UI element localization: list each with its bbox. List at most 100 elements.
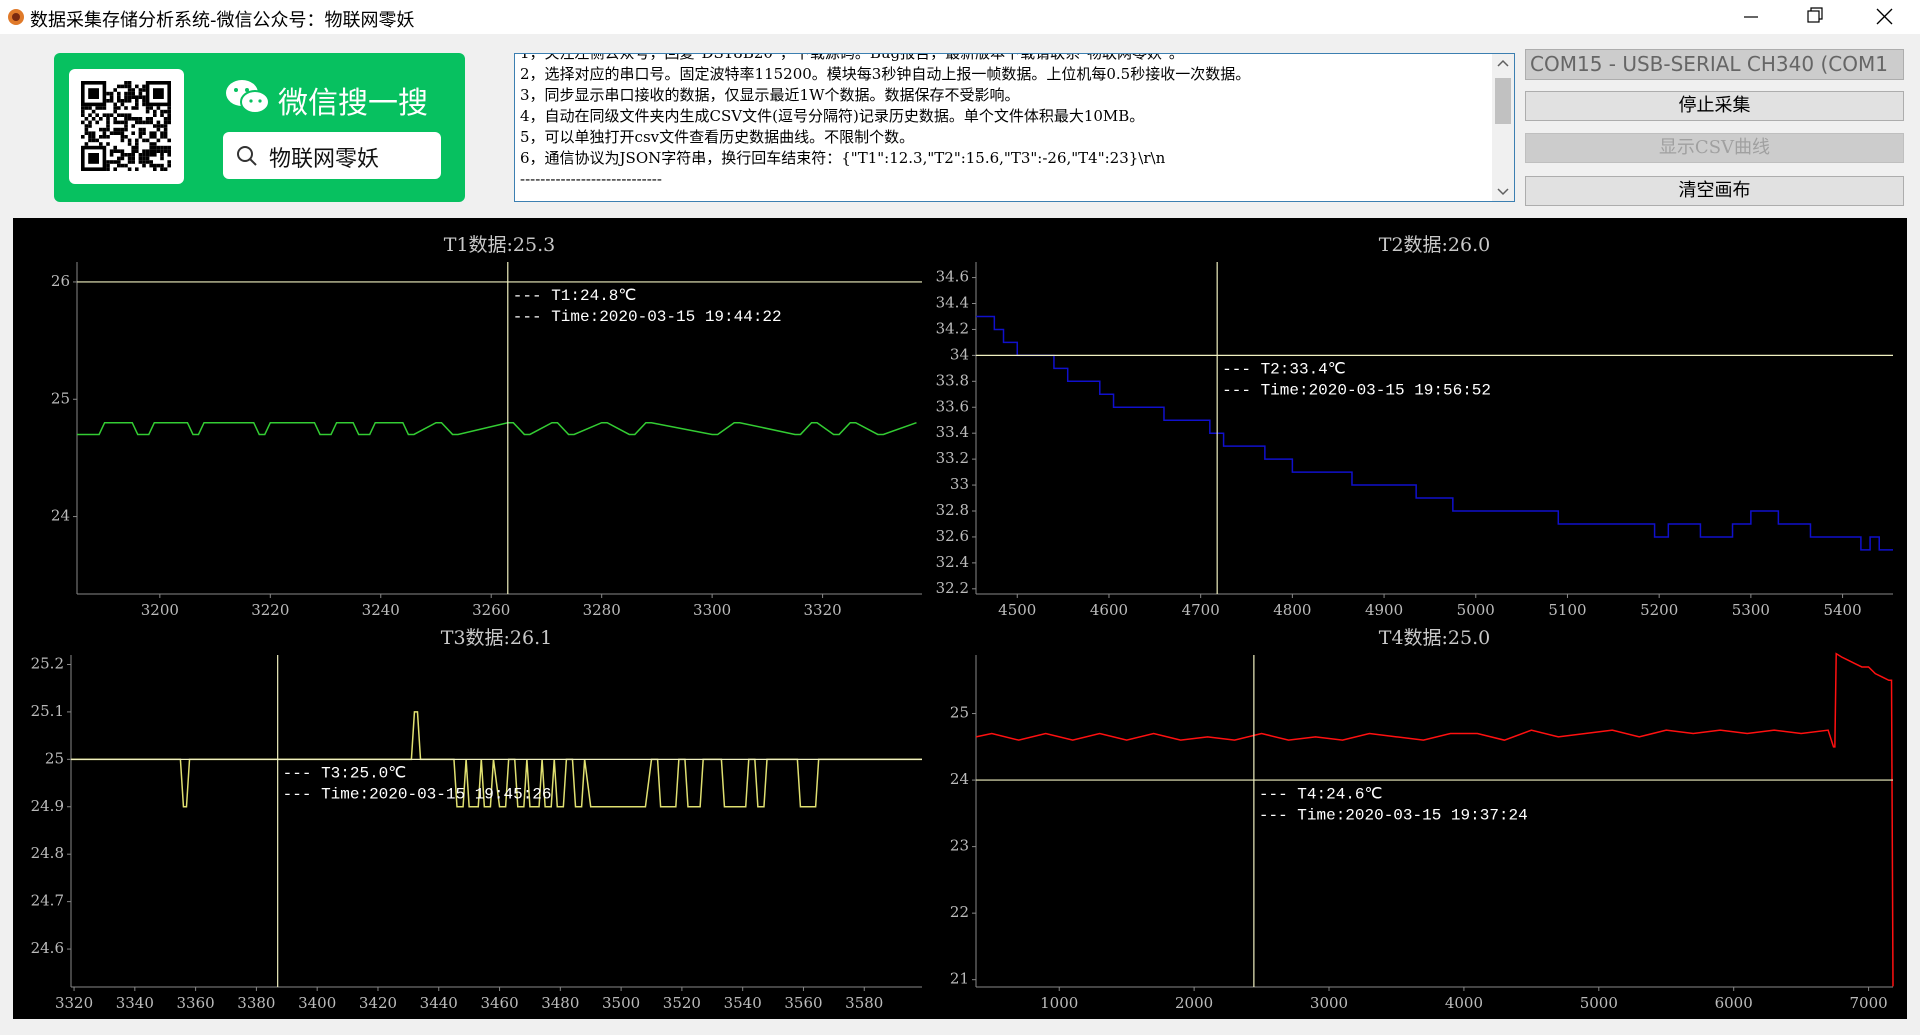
qr-module: [102, 131, 107, 135]
qr-module: [117, 113, 121, 117]
y-tick-label: 25.1: [31, 702, 64, 720]
qr-module: [88, 124, 92, 128]
qr-module: [160, 135, 164, 139]
qr-module: [81, 106, 85, 110]
qr-module: [124, 117, 128, 121]
qr-module: [95, 138, 99, 143]
qr-module: [88, 113, 92, 117]
port-select[interactable]: COM15 - USB-SERIAL CH340 (COM1: [1525, 49, 1904, 80]
qr-module: [167, 153, 171, 157]
qr-module: [124, 81, 128, 85]
y-tick-label: 32.6: [936, 527, 969, 545]
stop-button[interactable]: 停止采集: [1525, 91, 1904, 121]
window-controls: [1744, 7, 1893, 25]
y-tick-label: 34: [950, 345, 969, 363]
x-tick-label: 3460: [480, 994, 518, 1012]
qr-module: [84, 124, 89, 128]
log-line: 3，同步显示串口接收的数据，仅显示最近1W个数据。数据保存不受影响。: [520, 86, 1020, 104]
qr-module: [124, 120, 128, 125]
y-tick-label: 32.2: [936, 579, 969, 597]
qr-module: [135, 167, 139, 171]
qr-module: [84, 127, 89, 132]
qr-module: [124, 113, 128, 117]
qr-module: [120, 135, 125, 139]
qr-module: [84, 106, 89, 110]
log-line: 5，可以单独打开csv文件查看历史数据曲线。不限制个数。: [520, 128, 915, 146]
scrollbar[interactable]: [1492, 54, 1514, 201]
qr-module: [120, 138, 125, 143]
y-tick-label: 24.9: [31, 797, 64, 815]
y-tick-label: 21: [950, 970, 969, 988]
qr-module: [145, 138, 150, 143]
qr-module: [88, 138, 92, 143]
window-title: 数据采集存储分析系统-微信公众号：物联网零妖: [30, 10, 415, 31]
qr-module: [142, 102, 146, 107]
qr-module: [106, 127, 110, 132]
x-tick-label: 3480: [541, 994, 579, 1012]
qr-module: [117, 127, 121, 132]
show-csv-button[interactable]: 显示CSV曲线: [1525, 133, 1904, 163]
qr-module: [138, 135, 143, 139]
qr-module: [117, 163, 121, 168]
y-tick-label: 24: [950, 770, 969, 788]
x-tick-label: 3560: [784, 994, 822, 1012]
qr-module: [138, 153, 143, 157]
log-textbox[interactable]: 1，关注左侧公众号，回复"DS18B20"，下载源码。Bug报告，最新版本下载请…: [514, 53, 1515, 202]
cursor-annotation: --- T3:25.0℃: [283, 765, 407, 783]
qr-module: [153, 142, 157, 146]
qr-code: [69, 69, 184, 184]
qr-module: [160, 124, 164, 128]
qr-module: [81, 113, 85, 117]
qr-module: [138, 160, 143, 164]
qr-module: [95, 106, 99, 110]
qr-module: [160, 156, 164, 161]
qr-module: [91, 135, 96, 139]
qr-finder: [81, 81, 107, 107]
qr-module: [124, 153, 128, 157]
qr-module: [160, 149, 164, 153]
x-tick-label: 5300: [1732, 601, 1770, 619]
qr-module: [120, 102, 125, 107]
qr-module: [160, 145, 164, 150]
x-tick-label: 4800: [1273, 601, 1311, 619]
cursor-annotation: --- T4:24.6℃: [1259, 785, 1383, 803]
qr-module: [149, 131, 153, 135]
y-tick-label: 33: [950, 475, 969, 493]
qr-module: [149, 145, 153, 150]
qr-module: [117, 99, 121, 103]
y-tick-label: 24.7: [31, 892, 64, 910]
qr-module: [117, 149, 121, 153]
x-tick-label: 3500: [602, 994, 640, 1012]
cursor-annotation: --- Time:2020-03-15 19:44:22: [513, 308, 782, 326]
qr-module: [167, 149, 171, 153]
wechat-icon: [226, 80, 270, 114]
qr-module: [84, 131, 89, 135]
qr-module: [145, 117, 150, 121]
qr-module: [153, 163, 157, 168]
x-tick-label: 3580: [845, 994, 883, 1012]
qr-module: [142, 153, 146, 157]
qr-module: [167, 163, 171, 168]
qr-finder: [81, 145, 107, 171]
qr-module: [120, 99, 125, 103]
qr-module: [149, 149, 153, 153]
qr-module: [127, 81, 132, 85]
x-tick-label: 3240: [362, 601, 400, 619]
qr-module: [124, 106, 128, 110]
x-tick-label: 1000: [1040, 994, 1078, 1012]
qr-module: [131, 149, 135, 153]
close-button[interactable]: [1876, 8, 1893, 25]
chart-title: T4数据:25.0: [1379, 627, 1490, 649]
qr-module: [142, 99, 146, 103]
qr-module: [142, 160, 146, 164]
x-tick-label: 5100: [1548, 601, 1586, 619]
qr-finder: [88, 153, 99, 164]
cursor-annotation: --- Time:2020-03-15 19:56:52: [1222, 382, 1491, 400]
qr-module: [163, 109, 168, 114]
qr-module: [149, 135, 153, 139]
restore-button[interactable]: [1807, 7, 1823, 23]
clear-button[interactable]: 清空画布: [1525, 176, 1904, 206]
qr-module: [124, 163, 128, 168]
qr-module: [167, 145, 171, 150]
x-tick-label: 3220: [251, 601, 289, 619]
